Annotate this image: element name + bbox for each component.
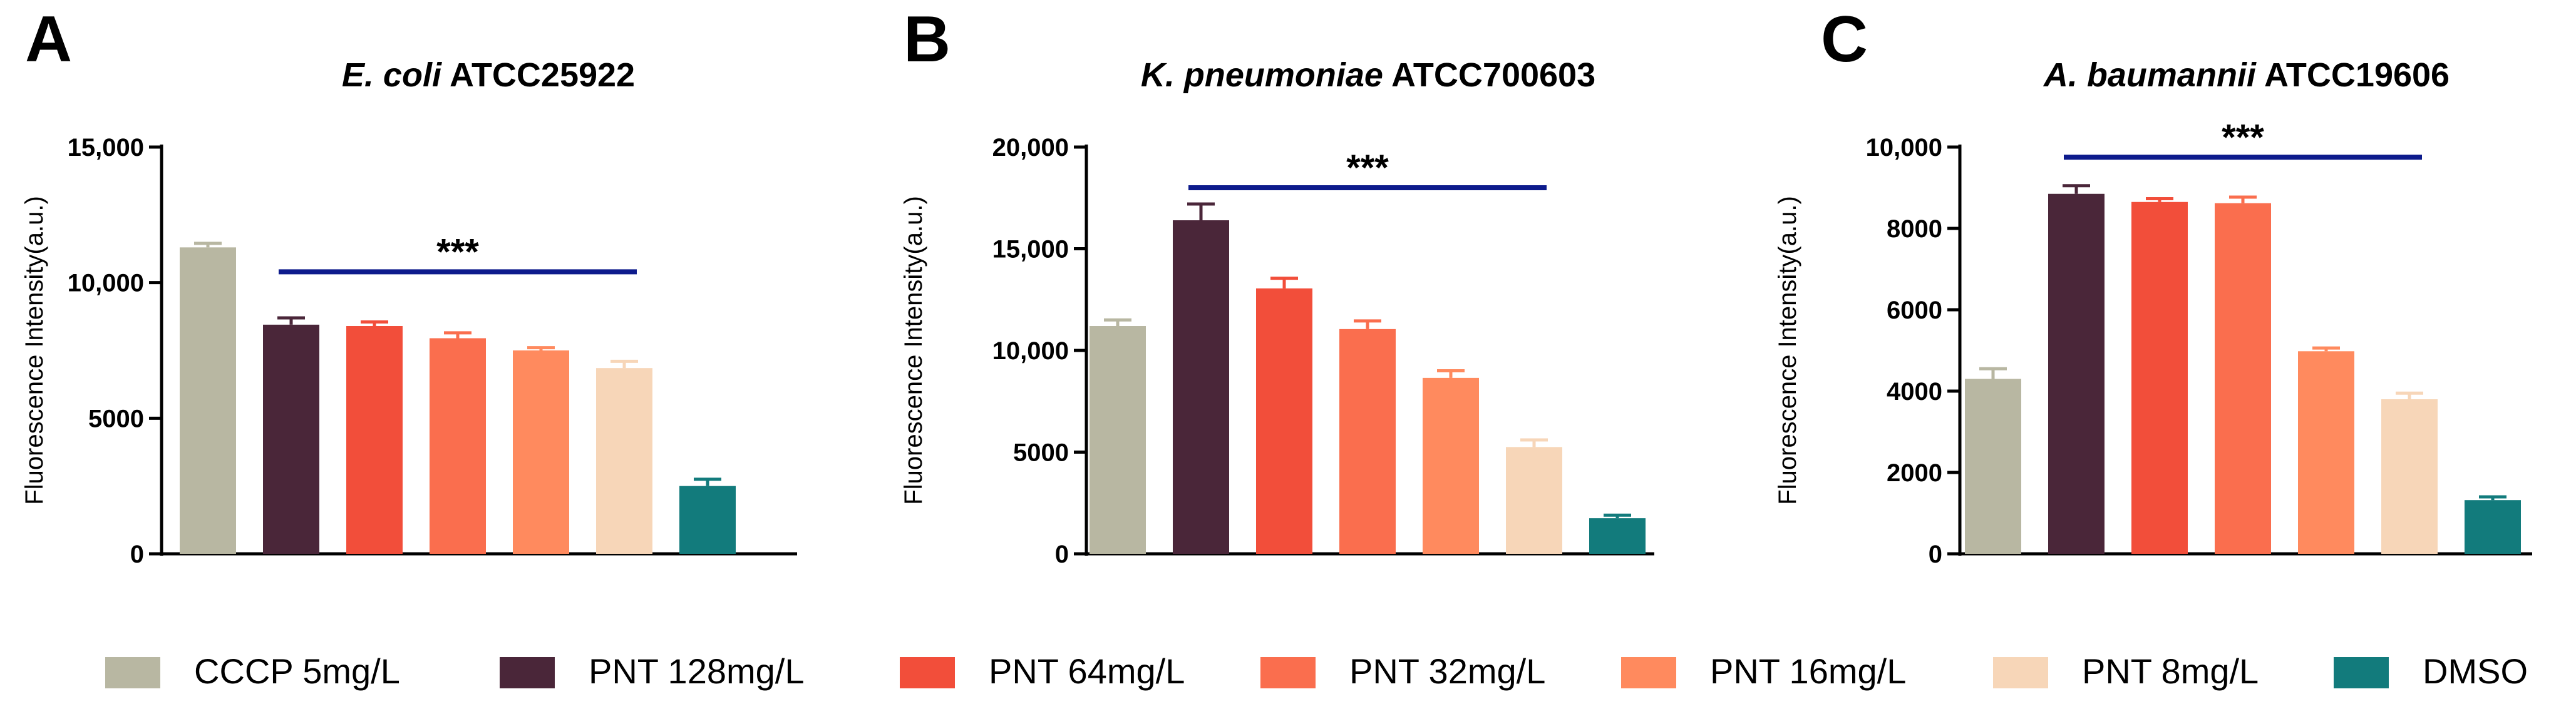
chart-panel-a: A E. coli ATCC25922 Fluorescence Intensity… — [21, 3, 797, 568]
legend-swatch-2 — [500, 657, 555, 688]
chart-title: A. baumannii ATCC19606 — [2043, 56, 2450, 94]
chart-title-strain: ATCC25922 — [450, 56, 635, 94]
chart-title-strain-space — [2256, 56, 2264, 94]
bar-2 — [1173, 220, 1229, 554]
y-tick-label: 5000 — [1013, 439, 1069, 467]
legend-swatch-3 — [900, 657, 955, 688]
chart-title-strain-space — [1383, 56, 1391, 94]
chart-panel-c: C A. baumannii ATCC19606 Fluorescence Inte… — [1774, 3, 2532, 568]
y-tick-label: 10,000 — [68, 270, 144, 297]
bar-2 — [263, 324, 319, 554]
bar-1 — [1090, 326, 1146, 554]
y-axis-label: Fluorescence Intensity(a.u.) — [1774, 196, 1801, 505]
legend-label-2: PNT 128mg/L — [589, 651, 804, 691]
bar-6 — [1506, 447, 1562, 554]
chart-title-strain-space — [441, 56, 450, 94]
significance-label: *** — [2222, 117, 2264, 158]
panel-letter: C — [1821, 3, 1868, 76]
legend-swatch-6 — [1993, 657, 2048, 688]
legend-swatch-7 — [2334, 657, 2389, 688]
chart-title-species: K. pneumoniae — [1141, 56, 1383, 94]
panel-letter: A — [25, 3, 72, 76]
legend-label-5: PNT 16mg/L — [1710, 651, 1906, 691]
y-tick-label: 8000 — [1887, 215, 1942, 243]
bar-7 — [679, 486, 736, 554]
y-tick-label: 2000 — [1887, 459, 1942, 487]
y-tick-label: 0 — [130, 541, 144, 568]
y-tick-label: 10,000 — [992, 337, 1069, 365]
y-tick-label: 0 — [1055, 541, 1069, 568]
y-tick-label: 10,000 — [1866, 134, 1942, 161]
panel-letter: B — [904, 3, 951, 76]
y-axis-label: Fluorescence Intensity(a.u.) — [21, 196, 48, 505]
bar-4 — [430, 338, 486, 554]
bar-4 — [1339, 329, 1396, 554]
bar-7 — [1589, 518, 1646, 554]
legend-swatch-5 — [1621, 657, 1676, 688]
legend-swatch-4 — [1260, 657, 1316, 688]
bar-5 — [513, 350, 569, 554]
bar-6 — [596, 368, 652, 554]
bar-1 — [180, 247, 236, 554]
legend-swatch-1 — [105, 657, 160, 688]
bar-6 — [2381, 399, 2438, 554]
y-tick-label: 20,000 — [992, 134, 1069, 161]
chart-panel-b: B K. pneumoniae ATCC700603 Fluorescence In… — [900, 3, 1654, 568]
chart-title-species: A. baumannii — [2043, 56, 2257, 94]
legend-label-4: PNT 32mg/L — [1349, 651, 1545, 691]
bar-3 — [1256, 288, 1312, 554]
y-tick-label: 15,000 — [68, 134, 144, 161]
y-tick-label: 4000 — [1887, 378, 1942, 406]
bar-5 — [1423, 377, 1479, 554]
legend: CCCP 5mg/L PNT 128mg/L PNT 64mg/L PNT 32mg/… — [105, 651, 2528, 691]
y-tick-label: 5000 — [88, 405, 144, 432]
chart-title: K. pneumoniae ATCC700603 — [1141, 56, 1595, 94]
bar-1 — [1965, 379, 2021, 554]
y-tick-label: 6000 — [1887, 297, 1942, 324]
legend-label-6: PNT 8mg/L — [2082, 651, 2259, 691]
y-axis-label: Fluorescence Intensity(a.u.) — [900, 196, 927, 505]
bar-3 — [2131, 201, 2188, 554]
bar-2 — [2048, 193, 2105, 554]
legend-label-3: PNT 64mg/L — [989, 651, 1185, 691]
chart-title-strain: ATCC700603 — [1391, 56, 1595, 94]
significance-label: *** — [1346, 148, 1389, 188]
significance-label: *** — [436, 232, 479, 272]
bar-7 — [2465, 500, 2521, 554]
chart-title-strain: ATCC19606 — [2264, 56, 2450, 94]
bar-5 — [2298, 351, 2354, 554]
chart-title: E. coli ATCC25922 — [342, 56, 635, 94]
legend-label-1: CCCP 5mg/L — [194, 651, 400, 691]
bar-4 — [2215, 203, 2271, 554]
y-tick-label: 0 — [1929, 541, 1942, 568]
legend-label-7: DMSO — [2423, 651, 2528, 691]
y-tick-label: 15,000 — [992, 236, 1069, 263]
chart-title-species: E. coli — [342, 56, 442, 94]
bar-3 — [346, 326, 403, 554]
